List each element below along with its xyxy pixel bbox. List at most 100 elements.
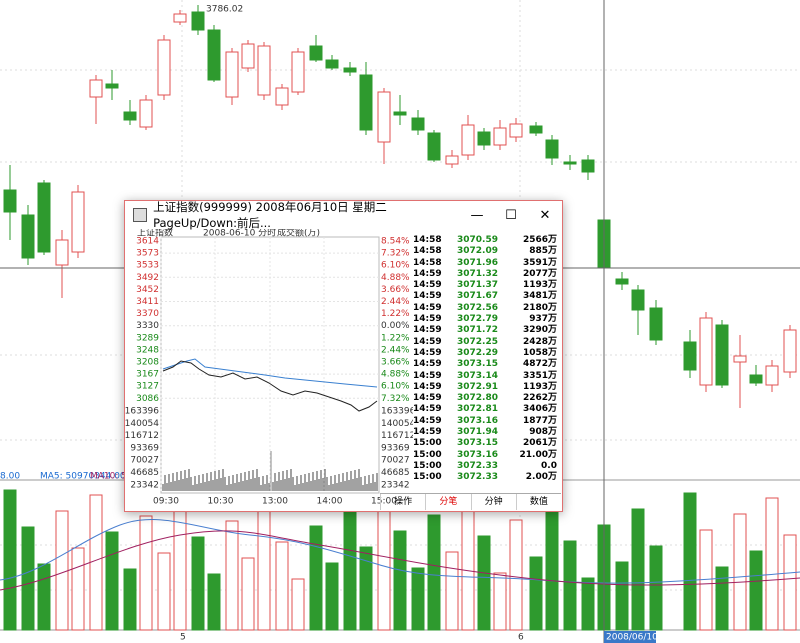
chart-header: 上证指数	[137, 229, 173, 239]
candle-body	[37, 182, 51, 253]
price-label: 3492	[136, 273, 159, 283]
trade-price: 3071.37	[457, 280, 498, 291]
pct-label: 0.00%	[381, 321, 410, 331]
pct-label: 7.32%	[381, 394, 410, 404]
trade-volume: 3290万	[522, 325, 557, 336]
price-line	[162, 360, 378, 412]
close[interactable]: ✕	[539, 207, 551, 223]
candle-body	[343, 67, 357, 73]
pct-label: 4.88%	[381, 370, 410, 380]
volume-bar	[765, 497, 779, 631]
price-label: 3614	[136, 237, 159, 247]
volume-bar	[545, 503, 559, 631]
price-label: 3370	[136, 309, 159, 319]
trade-volume: 2077万	[522, 268, 557, 279]
maximize[interactable]: ☐	[505, 207, 517, 223]
trade-time: 14:59	[413, 268, 442, 279]
volume-bar	[683, 492, 697, 631]
tabs: 操作 分笔 分钟 数值	[380, 493, 561, 510]
volume-bar	[427, 514, 441, 631]
candle-body	[309, 45, 323, 61]
trade-row: 14:59 3072.29 1058万	[413, 348, 559, 359]
volume-bar	[749, 550, 763, 631]
high-label: 3786.02	[206, 5, 243, 15]
candle-body	[509, 123, 523, 138]
volume-label: 46685	[381, 468, 410, 478]
trade-price: 3072.80	[457, 393, 498, 404]
candle-body	[783, 329, 797, 373]
trade-time: 14:58	[413, 257, 442, 268]
volume-bar	[393, 530, 407, 631]
price-label: 3289	[136, 333, 159, 343]
trade-price: 3072.81	[457, 404, 498, 415]
trade-row: 15:00 3072.33 0.0	[413, 461, 559, 472]
tab[interactable]: 分钟	[470, 494, 516, 510]
trade-time: 14:58	[413, 235, 442, 245]
volume-bar	[257, 504, 271, 631]
chart-header: 成交额(万)	[277, 229, 320, 239]
trade-time: 14:58	[413, 246, 442, 257]
trade-price: 3072.79	[457, 314, 498, 325]
volume-bar	[139, 515, 153, 631]
pct-label: 8.54%	[381, 237, 410, 247]
time-label: 15:00	[371, 497, 397, 507]
trade-price: 3072.29	[457, 347, 498, 358]
volume-label: 23342	[130, 480, 159, 490]
tab[interactable]: 分笔	[425, 494, 470, 510]
trade-time: 15:00	[413, 449, 442, 460]
tab[interactable]: 数值	[515, 494, 561, 510]
trade-price: 3071.72	[457, 325, 498, 336]
candle-body	[477, 131, 491, 146]
volume-bar	[207, 573, 221, 631]
candle-body	[581, 159, 595, 173]
volume-bar	[493, 572, 507, 631]
volume-bar	[445, 551, 459, 631]
volume-label: 23342	[381, 480, 410, 490]
trade-time: 14:59	[413, 325, 442, 336]
candle-body	[445, 155, 459, 165]
price-label: 3167	[136, 370, 159, 380]
time-label: 13:00	[262, 497, 288, 507]
trade-price: 3072.91	[457, 381, 498, 392]
trade-row: 14:58 3070.59 2566万	[413, 235, 559, 246]
trade-row: 14:59 3072.25 2428万	[413, 337, 559, 348]
popup-window[interactable]: 上证指数(999999) 2008年06月10日 星期二 PageUp/Down…	[124, 200, 563, 512]
trade-row: 14:59 3072.79 937万	[413, 314, 559, 325]
pct-label: 3.66%	[381, 358, 410, 368]
volume-bar	[509, 519, 523, 631]
volume-bar	[477, 535, 491, 631]
trade-volume: 908万	[529, 427, 557, 438]
trade-price: 3070.59	[457, 235, 498, 245]
pct-label: 1.22%	[381, 333, 410, 343]
volume-label: 70027	[130, 456, 159, 466]
volume-bar	[241, 557, 255, 631]
trade-volume: 4872万	[522, 359, 557, 370]
trade-row: 15:00 3073.15 2061万	[413, 438, 559, 449]
candle-body	[529, 125, 543, 134]
volume-bar	[89, 494, 103, 631]
trade-row: 14:59 3072.91 1193万	[413, 382, 559, 393]
trade-price: 3072.09	[457, 246, 498, 257]
pct-label: 3.66%	[381, 285, 410, 295]
trade-time: 14:59	[413, 427, 442, 438]
volume-bar	[411, 567, 425, 631]
tab[interactable]: 操作	[380, 494, 425, 510]
volume-bar	[343, 509, 357, 631]
trade-row: 14:59 3073.15 4872万	[413, 359, 559, 370]
trade-volume: 2.00万	[525, 472, 557, 483]
candle-body	[749, 374, 763, 384]
x-label: 6	[518, 633, 524, 643]
trade-price: 3072.33	[457, 472, 498, 483]
volume-label: 116712	[125, 431, 159, 441]
candle-body	[21, 214, 35, 259]
candles	[3, 5, 797, 408]
price-label: 3208	[136, 358, 159, 368]
trade-price: 3073.16	[457, 415, 498, 426]
volume-bar	[191, 536, 205, 631]
trade-volume: 3591万	[522, 257, 557, 268]
date-box	[604, 631, 656, 643]
minimize[interactable]: —	[470, 207, 484, 223]
trade-time: 14:59	[413, 280, 442, 291]
trade-list: 14:58 3070.59 2566万 14:58 3072.09 885万 14:58 30…	[413, 235, 559, 484]
